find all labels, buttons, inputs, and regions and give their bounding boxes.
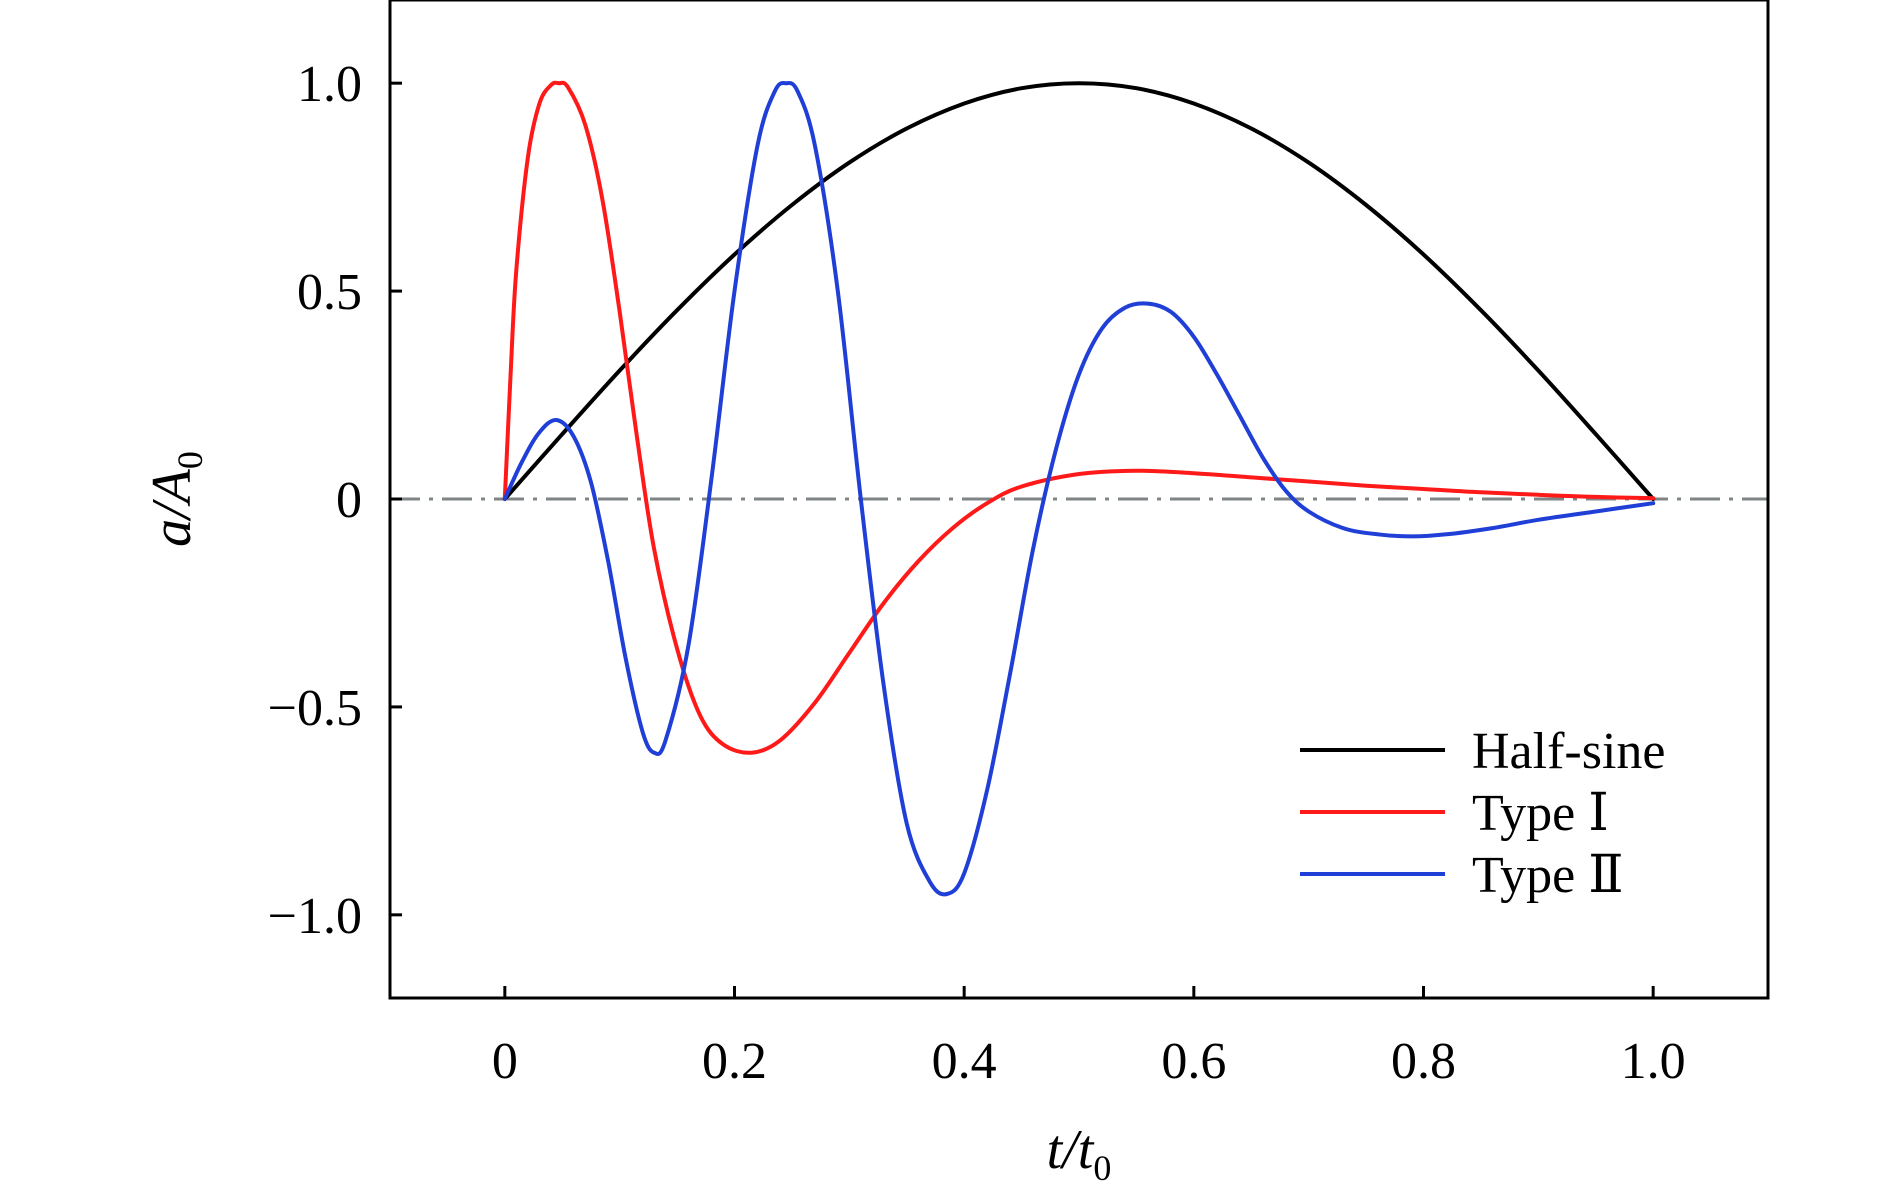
y-tick-label: −0.5 (268, 680, 362, 737)
x-tick-label: 0.2 (702, 1033, 767, 1090)
y-tick-label: 0 (336, 472, 362, 529)
x-axis-label-subscript: 0 (1093, 1148, 1111, 1188)
x-tick-label: 0.8 (1391, 1033, 1456, 1090)
x-tick-label: 1.0 (1621, 1033, 1686, 1090)
x-axis-label-main: t/t (1047, 1119, 1095, 1181)
y-tick-label: 1.0 (297, 56, 362, 113)
y-axis-label-main: a/A (141, 468, 203, 547)
series-layer (502, 80, 1656, 897)
x-ticks: 0 0.2 0.4 0.6 0.8 1.0 (492, 986, 1686, 1090)
x-tick-label: 0.6 (1161, 1033, 1226, 1090)
x-tick-label: 0.4 (932, 1033, 997, 1090)
series-line-type-1 (502, 80, 1656, 755)
y-axis-label-subscript: 0 (170, 451, 210, 469)
series-line-type-2 (502, 81, 1656, 897)
y-tick-label: −1.0 (268, 888, 362, 945)
x-tick-label: 0 (492, 1033, 518, 1090)
x-axis-label: t/t0 (1047, 1119, 1112, 1188)
legend-label-type-1: Type Ⅰ (1472, 785, 1609, 842)
y-tick-label: 0.5 (297, 264, 362, 321)
legend-label-type-2: Type Ⅱ (1472, 847, 1624, 904)
legend-label-half-sine: Half-sine (1472, 723, 1665, 780)
y-ticks: 1.0 0.5 0 −0.5 −1.0 (268, 56, 402, 945)
y-axis-label: a/A0 (141, 451, 210, 547)
series-line-half-sine (502, 81, 1656, 501)
